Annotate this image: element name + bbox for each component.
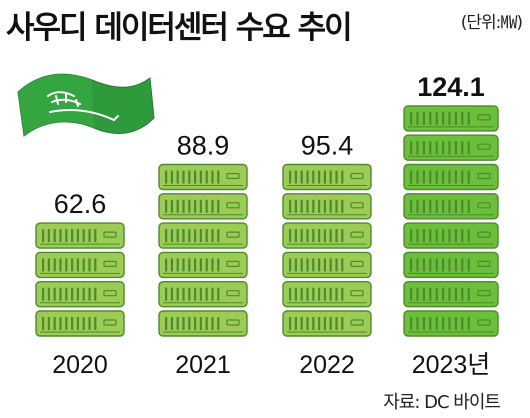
server-rack-icon bbox=[158, 281, 248, 308]
server-rack-icon bbox=[35, 310, 125, 337]
server-rack-icon bbox=[403, 251, 499, 279]
server-rack-icon bbox=[158, 163, 248, 191]
server-rack-icon bbox=[158, 222, 248, 249]
server-rack-icon bbox=[158, 310, 248, 337]
server-rack-icon bbox=[282, 310, 372, 337]
value-label-2022: 95.4 bbox=[301, 131, 354, 161]
bar-2022 bbox=[282, 163, 372, 337]
x-tick-label-2020: 2020 bbox=[52, 351, 108, 379]
x-tick-label-2023년: 2023년 bbox=[412, 351, 491, 379]
server-rack-icon bbox=[403, 222, 499, 249]
server-rack-icon bbox=[403, 105, 499, 132]
source-note: 자료: DC 바이트 bbox=[383, 392, 501, 413]
server-rack-icon bbox=[35, 251, 125, 279]
server-rack-icon bbox=[403, 310, 499, 337]
server-rack-icon bbox=[282, 193, 372, 220]
value-label-2020: 62.6 bbox=[54, 189, 107, 219]
x-tick-label-2022: 2022 bbox=[299, 351, 355, 379]
server-rack-icon bbox=[403, 193, 499, 220]
bar-2020 bbox=[35, 222, 125, 337]
bar-2021 bbox=[158, 163, 248, 337]
server-rack-icon bbox=[282, 281, 372, 308]
bar-2023년 bbox=[403, 105, 499, 337]
chart-title: 사우디 데이터센터 수요 추이 bbox=[6, 10, 353, 46]
server-rack-icon bbox=[158, 251, 248, 279]
value-label-2021: 88.9 bbox=[177, 131, 230, 161]
server-rack-icon bbox=[35, 222, 125, 249]
server-rack-icon bbox=[282, 222, 372, 249]
server-rack-icon bbox=[403, 163, 499, 191]
server-rack-icon bbox=[282, 163, 372, 191]
server-rack-icon bbox=[282, 251, 372, 279]
value-label-2023년: 124.1 bbox=[417, 72, 485, 102]
server-rack-icon bbox=[35, 281, 125, 308]
x-tick-label-2021: 2021 bbox=[175, 351, 231, 379]
server-rack-icon bbox=[403, 134, 499, 161]
server-rack-icon bbox=[158, 193, 248, 220]
saudi-flag-icon bbox=[17, 73, 155, 137]
server-rack-icon bbox=[403, 281, 499, 308]
unit-label: (단위:㎿) bbox=[460, 13, 523, 33]
